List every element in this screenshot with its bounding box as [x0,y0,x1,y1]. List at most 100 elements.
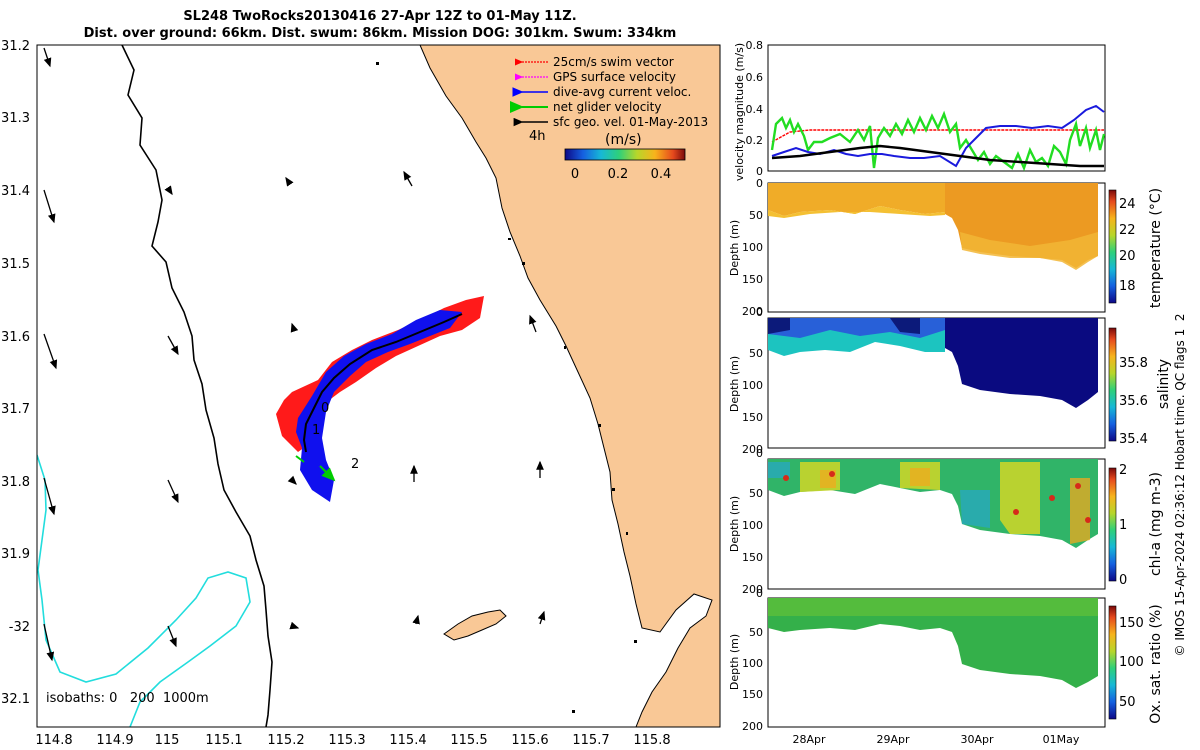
lon-tick: 115.4 [389,733,426,748]
cbar-tick: 100 [1119,655,1144,670]
time-tick: 01May [1043,733,1080,746]
lat-tick: 31.3 [1,111,30,126]
lon-tick: 115.7 [572,733,609,748]
legend-dive-avg-current: dive-avg current veloc. [553,85,691,99]
chl-ylabel: Depth (m) [728,496,741,552]
coastal-rocks [376,62,637,713]
chl-peak-points [783,471,1091,523]
depth-tick: 100 [742,519,763,532]
velocity-ytick: 0.2 [746,134,764,147]
isobaths-label: isobaths: 0 200 1000m [46,691,209,706]
oxygen-field [768,598,1098,688]
speed-colorbar [564,148,686,161]
depth-tick: 150 [742,411,763,424]
glider-track [302,313,463,453]
chlorophyll-section: 0 50 100 150 200 Depth (m) 2 1 0 chl-a (… [728,447,1164,596]
lon-tick: 115.5 [450,733,487,748]
lon-tick: 115.1 [205,733,242,748]
cbar-tick: 35.6 [1119,394,1148,409]
time-tick: 30Apr [960,733,994,746]
swim-speed-line [771,129,1104,143]
temperature-yaxis: 0 50 100 150 200 [742,177,763,318]
temperature-cbar-label: temperature (°C) [1148,188,1164,308]
depth-tick: 0 [756,587,763,600]
salinity-cbar-label: salinity [1156,359,1172,409]
salinity-ylabel: Depth (m) [728,356,741,412]
salinity-colorbar [1108,327,1117,442]
lon-tick: 114.8 [35,733,72,748]
isobath-200m [121,45,273,727]
lon-tick: 114.9 [96,733,133,748]
depth-tick: 50 [749,487,763,500]
lon-tick: 115.6 [511,733,548,748]
salinity-cbar-ticks: 35.8 35.6 35.4 [1119,356,1148,447]
depth-tick: 100 [742,657,763,670]
oxygen-cbar-label: Ox. sat. ratio (%) [1148,604,1164,723]
oxygen-field-surface [768,598,1098,616]
velocity-ytick: 0.4 [746,103,764,116]
velocity-ytick: 0.6 [746,71,764,84]
lat-tick: 31.6 [1,330,30,345]
time-tick: 29Apr [876,733,910,746]
lat-tick: 32.1 [1,692,30,707]
lon-tick: 115 [155,733,180,748]
time-axis: 28Apr 29Apr 30Apr 01May [792,733,1079,746]
oxygen-cbar-ticks: 150 100 50 [1119,616,1144,710]
sfc-geo-velocity-line [771,144,1104,168]
colorbar-tick: 0.2 [608,167,629,182]
cbar-tick: 150 [1119,616,1144,631]
oxygen-yaxis: 0 50 100 150 200 [742,587,763,733]
depth-tick: 0 [756,447,763,460]
chl-colorbar [1108,467,1117,582]
lat-tick: 31.8 [1,475,30,490]
longitude-axis: 114.8 114.9 115 115.1 115.2 115.3 115.4 … [35,733,670,748]
lat-tick: 31.7 [1,402,30,417]
lat-tick: 31.9 [1,547,30,562]
velocity-axes [767,44,1106,172]
colorbar-tick: 0.4 [651,167,672,182]
legend-net-glider-velocity: net glider velocity [553,100,661,114]
cbar-tick: 2 [1119,463,1127,478]
legend-sfc-geo-velocity: sfc geo. vel. 01-May-2013 [553,115,708,129]
temperature-colorbar [1108,189,1117,304]
salinity-field-fresh [768,318,920,334]
depth-tick: 150 [742,688,763,701]
latitude-axis: 31.2 31.3 31.4 31.5 31.6 31.7 31.8 31.9 … [1,39,30,707]
oxygen-ylabel: Depth (m) [728,634,741,690]
surface-geostrophic-vectors [43,47,546,662]
depth-tick: 150 [742,273,763,286]
day-label-0: 0 [321,401,329,416]
temperature-field-deep [960,232,1098,270]
colorbar-tick: 0 [571,167,579,182]
cbar-tick: 35.8 [1119,356,1148,371]
lon-tick: 115.2 [267,733,304,748]
depth-tick: 50 [749,209,763,222]
imos-credit: © IMOS 15-Apr-2024 02:36:12 Hobart time.… [1173,314,1187,657]
chl-cbar-label: chl-a (mg m-3) [1148,472,1164,576]
chl-field-low [768,462,990,528]
map-legend: 25cm/s swim vector GPS surface velocity … [510,55,708,182]
plot-title-line2: Dist. over ground: 66km. Dist. swum: 86k… [83,26,677,41]
cbar-tick: 18 [1119,279,1136,294]
net-glider-velocity [295,455,336,482]
velocity-ylabel: velocity magnitude (m/s) [733,43,746,181]
cbar-tick: 0 [1119,573,1127,588]
map-frame [36,44,721,728]
isobath-1000m [37,454,251,727]
temperature-cbar-ticks: 24 22 20 18 [1119,197,1136,294]
legend-swim-vector: 25cm/s swim vector [553,55,674,69]
lat-tick: 31.2 [1,39,30,54]
cbar-tick: 35.4 [1119,432,1148,447]
chl-yaxis: 0 50 100 150 200 [742,447,763,596]
lat-tick: -32 [9,620,30,635]
legend-gps-surface-velocity: GPS surface velocity [553,70,676,84]
depth-tick: 200 [742,720,763,733]
salinity-field-mixed [768,330,945,356]
lat-tick: 31.4 [1,184,30,199]
time-step-label: 4h [529,129,546,144]
chl-cbar-ticks: 2 1 0 [1119,463,1127,588]
lon-tick: 115.3 [328,733,365,748]
salinity-yaxis: 0 50 100 150 200 [742,306,763,456]
time-tick: 28Apr [792,733,826,746]
velocity-yaxis: 0.8 0.6 0.4 0.2 0 [746,39,764,178]
